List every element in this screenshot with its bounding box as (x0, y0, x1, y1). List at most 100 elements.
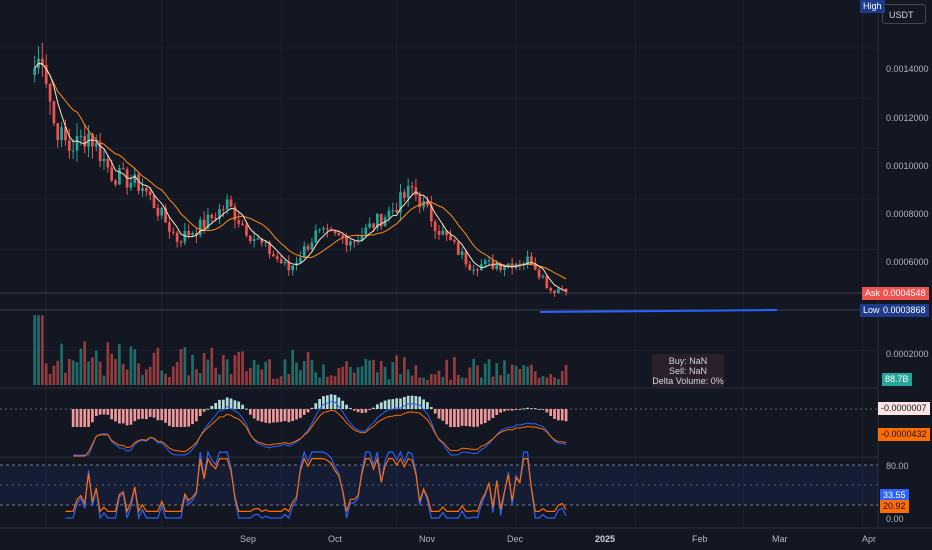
macd-hist-bar (456, 409, 460, 427)
macd-hist-bar (118, 409, 121, 424)
candle-body (102, 159, 106, 162)
volume-bar (195, 369, 198, 385)
candle-body (144, 187, 148, 192)
candle-body (71, 150, 75, 152)
candle-body (295, 262, 298, 266)
candle-body (418, 195, 422, 208)
macd-hist-bar (314, 403, 318, 409)
candle-body (168, 222, 171, 232)
chart-grid (0, 0, 878, 528)
volume-bar (87, 361, 90, 385)
candle-body (437, 231, 441, 235)
candle-body (306, 246, 310, 250)
macd-hist-bar (268, 409, 271, 424)
volume-bar (175, 361, 179, 385)
volume-bar (383, 366, 387, 385)
candle-body (279, 259, 283, 264)
volume-bar (530, 364, 533, 385)
volume-bar (187, 375, 191, 385)
macd-hist-bar (368, 409, 372, 410)
volume-bar (79, 348, 83, 385)
volume-bar (402, 357, 406, 385)
macd-hist-bar (156, 409, 160, 421)
time-tick-apr: Apr (862, 534, 877, 544)
fast-moving-average (34, 62, 567, 292)
candle-body (272, 254, 275, 257)
candle-body (337, 233, 341, 236)
volume-bar (522, 365, 526, 385)
candle-body (118, 168, 121, 185)
volume-bar (129, 346, 133, 385)
volume-bar (106, 342, 110, 385)
macd-hist-bar (225, 397, 229, 409)
candle-body (545, 276, 549, 289)
macd-hist-bar (364, 409, 368, 413)
macd-hist-bar (541, 409, 545, 410)
macd-hist-bar (437, 409, 441, 419)
macd-hist-bar (356, 409, 360, 413)
candle-body (160, 207, 164, 216)
volume-bar (83, 341, 87, 385)
macd-hist-bar (248, 409, 252, 415)
candle-body (345, 237, 348, 246)
currency-selector[interactable]: USDT (882, 4, 926, 24)
volume-bar (268, 359, 271, 385)
macd-hist-bar (564, 409, 568, 422)
volume-bar (487, 359, 491, 385)
macd-hist-bar (449, 409, 452, 427)
macd-hist-bar (98, 409, 102, 415)
candle-body (549, 288, 553, 291)
candle-body (241, 223, 244, 226)
volume-bar (379, 360, 383, 385)
macd-histogram (71, 394, 568, 427)
candle-body (364, 227, 368, 235)
macd-hist-bar (195, 409, 198, 422)
volume-bar (171, 366, 175, 385)
stoch-k-line (65, 449, 567, 521)
time-tick-mar: Mar (772, 534, 788, 544)
candle-body (252, 239, 256, 242)
candle-body (148, 191, 152, 196)
volume-bar (399, 374, 402, 385)
macd-line (73, 401, 567, 456)
macd-hist-bar (518, 409, 522, 410)
volume-bar (364, 359, 368, 385)
volume-bar (310, 359, 314, 385)
macd-hist-bar (71, 409, 75, 427)
volume-bar (241, 351, 244, 385)
stoch-d-badge: 20.92 (880, 500, 909, 513)
candle-body (429, 205, 433, 222)
candlesticks (33, 42, 568, 297)
volume-bar (322, 364, 325, 385)
volume-bar (533, 371, 537, 385)
macd-hist-bar (214, 402, 217, 409)
volume-bar (553, 377, 556, 385)
volume-bar (183, 347, 187, 385)
volume-bar (564, 364, 568, 385)
candle-body (75, 136, 79, 151)
macd-hist-bar (106, 409, 110, 415)
volume-bar (387, 379, 391, 385)
candle-body (537, 269, 541, 278)
candle-body (256, 238, 260, 240)
volume-bar (526, 366, 529, 385)
support-trend-line[interactable] (539, 309, 778, 313)
macd-hist-bar (560, 409, 564, 421)
delta-volume-tooltip: Buy: NaN Sell: NaN Delta Volume: 0% (652, 354, 724, 387)
volume-bar (414, 365, 418, 385)
macd-hist-bar (79, 409, 83, 427)
candle-body (195, 233, 198, 236)
volume-bar (71, 360, 75, 385)
volume-bar (391, 361, 395, 385)
macd-hist-bar (399, 398, 402, 409)
volume-bar (495, 363, 499, 385)
macd-hist-bar (514, 409, 518, 410)
candle-body (260, 238, 264, 243)
volume-bar (233, 355, 237, 385)
macd-hist-bar (318, 398, 321, 409)
candle-body (210, 214, 214, 218)
volume-bar (191, 354, 194, 385)
macd-hist-bar (453, 409, 456, 427)
candle-body (557, 288, 560, 294)
